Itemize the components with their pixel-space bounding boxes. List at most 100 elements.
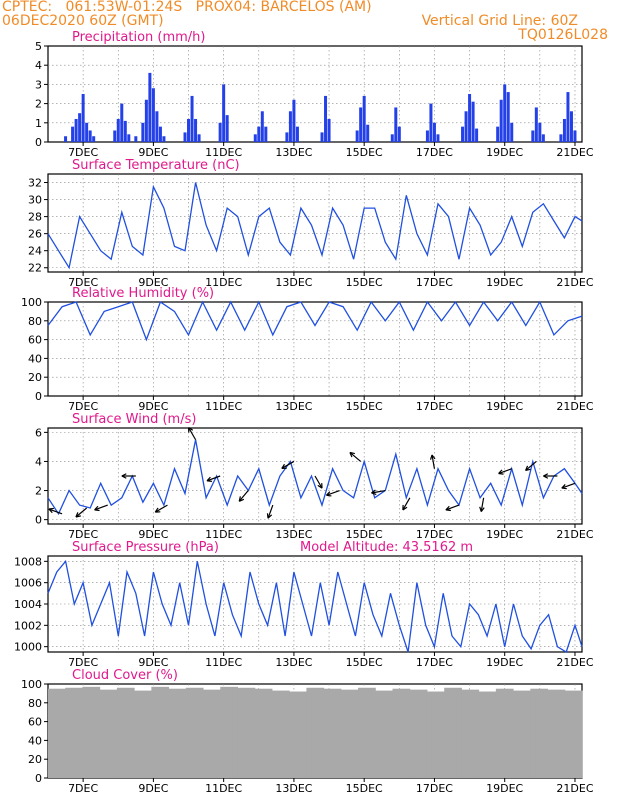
precip-bar <box>285 132 289 142</box>
model-altitude-label: Model Altitude: 43.5162 m <box>300 540 473 555</box>
wind-arrow <box>75 507 88 518</box>
panel-frame <box>47 45 583 143</box>
series-line <box>47 439 583 516</box>
wind-arrow-head <box>543 475 549 479</box>
y-tick-label: 100 <box>21 296 42 309</box>
precip-bar <box>218 122 222 142</box>
y-tick-label: 6 <box>35 426 42 439</box>
y-tick-label: 5 <box>35 40 42 53</box>
precip-bar <box>151 88 155 142</box>
x-tick-label: 11DEC <box>205 782 242 795</box>
cloud-bar <box>151 686 170 778</box>
precip-bar <box>144 99 148 142</box>
wind-arrow <box>48 508 63 515</box>
x-tick-label: 7DEC <box>68 782 98 795</box>
x-tick-label: 11DEC <box>205 146 242 159</box>
cloud-bar <box>358 687 376 778</box>
x-tick-label: 7DEC <box>68 528 98 541</box>
cloud-bar <box>513 690 531 778</box>
y-tick-label: 80 <box>28 315 42 328</box>
precip-bar <box>499 99 503 142</box>
series-line <box>47 559 583 653</box>
x-tick-label: 7DEC <box>68 656 98 669</box>
x-tick-label: 15DEC <box>346 276 383 289</box>
x-tick-label: 19DEC <box>486 656 523 669</box>
precip-bar <box>538 122 542 142</box>
precip-bar <box>194 118 198 142</box>
x-tick-label: 7DEC <box>68 276 98 289</box>
header-model: TQ0126L028 <box>518 27 608 43</box>
panel-frame <box>47 173 583 273</box>
x-tick-label: 19DEC <box>486 528 523 541</box>
wind-arrow-head <box>561 487 567 490</box>
x-tick-label: 15DEC <box>346 656 383 669</box>
wind-arrow-head <box>267 514 273 519</box>
y-tick-label: 1002 <box>14 619 42 632</box>
precip-bar <box>475 128 479 142</box>
x-tick-label: 9DEC <box>138 276 168 289</box>
cloud-bar <box>116 687 135 778</box>
precip-bar <box>468 94 472 142</box>
y-tick-label: 0 <box>35 136 42 149</box>
precip-bar <box>355 130 359 142</box>
y-tick-label: 30 <box>28 194 42 207</box>
cloud-bar <box>323 688 342 778</box>
wind-arrow <box>525 460 537 471</box>
precip-bar <box>260 111 264 142</box>
x-tick-label: 19DEC <box>486 146 523 159</box>
precip-bar <box>162 136 166 142</box>
precip-bar <box>155 111 159 142</box>
wind-arrow <box>238 490 249 502</box>
precip-bar <box>362 95 366 142</box>
wind-arrow-head <box>206 480 213 482</box>
cloud-bar <box>564 690 583 778</box>
y-tick-label: 4 <box>35 59 42 72</box>
cloud-bar <box>82 686 101 778</box>
x-tick-label: 17DEC <box>416 656 453 669</box>
precip-bar <box>222 84 226 142</box>
wind-arrow-head <box>402 506 408 511</box>
y-tick-label: 24 <box>28 245 42 258</box>
x-tick-label: 13DEC <box>275 146 312 159</box>
panel-title: Cloud Cover (%) <box>72 668 178 683</box>
precip-bar <box>78 113 82 142</box>
x-tick-label: 19DEC <box>486 782 523 795</box>
wind-arrow-head <box>525 468 531 472</box>
wind-arrow <box>349 451 362 462</box>
cloud-bar <box>426 691 445 778</box>
cloud-bar <box>271 690 290 778</box>
wind-arrow <box>371 489 386 494</box>
wind-arrow-head <box>75 512 79 518</box>
series-line <box>47 182 583 270</box>
precip-bar <box>464 111 468 142</box>
precip-bar <box>429 103 433 142</box>
y-tick-label: 2 <box>35 98 42 111</box>
wind-arrow <box>402 497 411 511</box>
wind-arrow <box>326 489 340 496</box>
wind-arrow-head <box>238 496 241 502</box>
precip-bar <box>92 136 96 142</box>
x-tick-label: 15DEC <box>346 528 383 541</box>
y-tick-label: 4 <box>35 455 42 468</box>
precip-bar <box>187 118 191 142</box>
cloud-bar <box>254 688 273 778</box>
x-tick-label: 15DEC <box>346 146 383 159</box>
precip-bar <box>506 92 510 142</box>
precip-bar <box>366 124 370 142</box>
x-tick-label: 19DEC <box>486 400 523 413</box>
wind-arrow-head <box>561 483 566 489</box>
cloud-bar <box>495 688 514 778</box>
x-tick-label: 13DEC <box>275 276 312 289</box>
cloud-bar <box>48 688 66 778</box>
wind-arrow-head <box>543 473 549 477</box>
precip-bar <box>503 84 507 142</box>
wind-arrow-head <box>188 427 194 431</box>
x-tick-label: 13DEC <box>275 400 312 413</box>
wind-arrow <box>498 468 512 475</box>
x-tick-label: 11DEC <box>205 528 242 541</box>
x-tick-label: 9DEC <box>138 656 168 669</box>
x-tick-label: 17DEC <box>416 528 453 541</box>
x-tick-label: 11DEC <box>205 276 242 289</box>
precip-bar <box>134 136 138 142</box>
wind-arrow-head <box>371 489 376 494</box>
